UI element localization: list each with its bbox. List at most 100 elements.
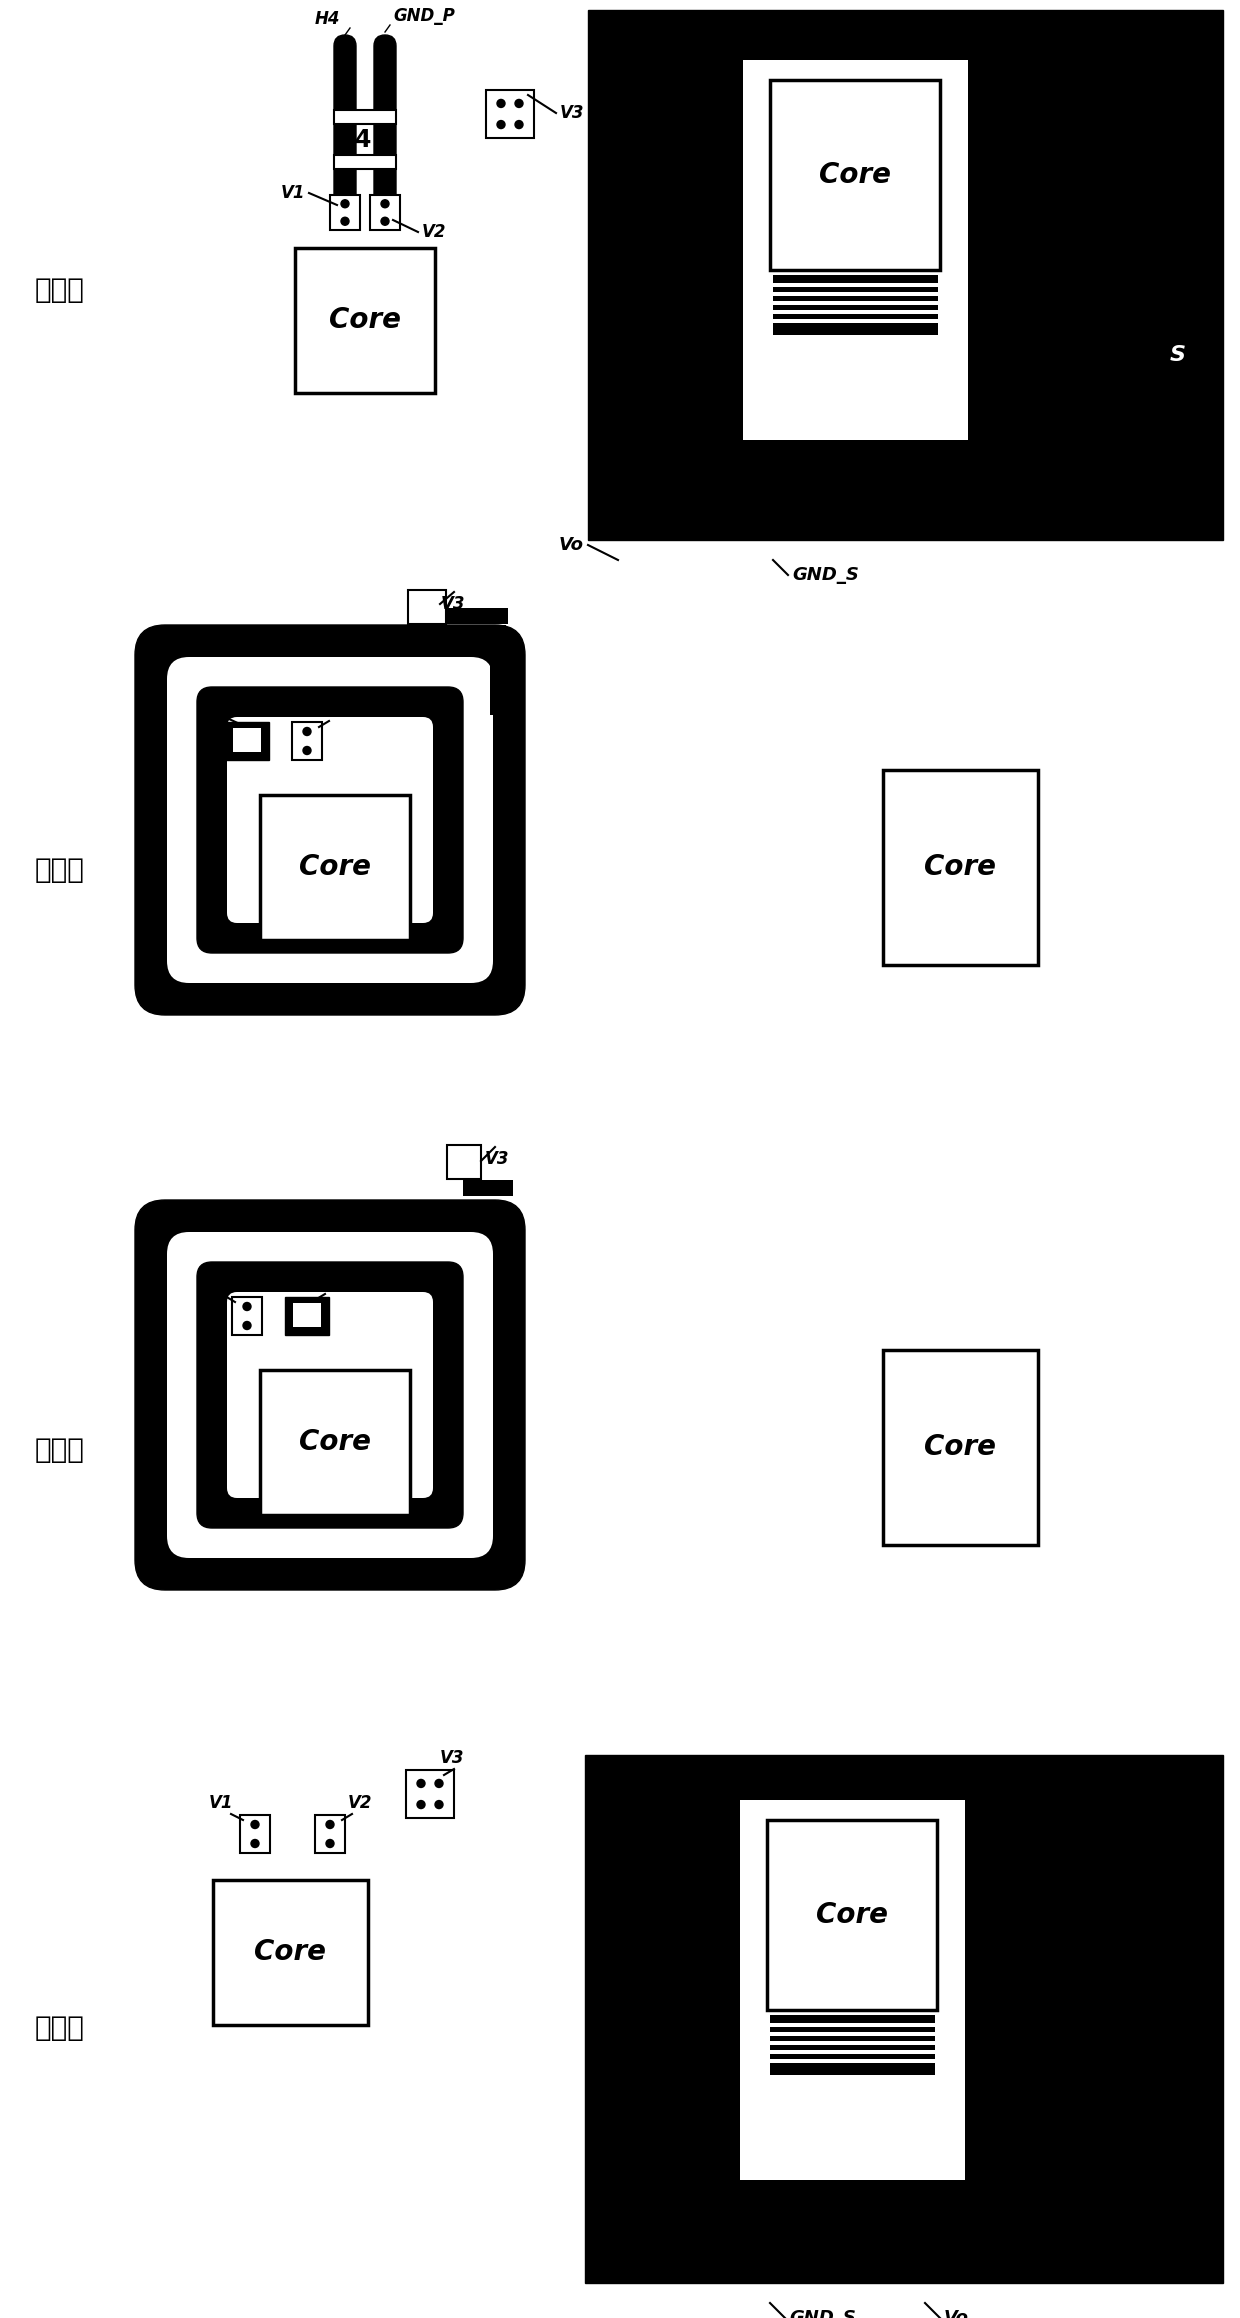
- Bar: [295, 248, 435, 394]
- Circle shape: [381, 199, 389, 209]
- Circle shape: [326, 1840, 334, 1847]
- Circle shape: [497, 121, 505, 127]
- FancyBboxPatch shape: [167, 1231, 494, 1558]
- Bar: [428, 607, 508, 624]
- Bar: [748, 301, 963, 306]
- Text: V1: V1: [205, 1280, 227, 1296]
- FancyBboxPatch shape: [135, 626, 525, 1015]
- Bar: [370, 195, 401, 229]
- Bar: [748, 292, 963, 297]
- Text: Vo: Vo: [559, 535, 584, 554]
- Text: Core: Core: [299, 853, 371, 881]
- Circle shape: [243, 1321, 250, 1331]
- FancyBboxPatch shape: [334, 35, 356, 220]
- Bar: [740, 1801, 965, 2179]
- Bar: [446, 1145, 481, 1180]
- Text: V3: V3: [441, 596, 465, 612]
- Text: Core: Core: [816, 1901, 888, 1929]
- Bar: [748, 283, 963, 287]
- Bar: [745, 2049, 960, 2054]
- Bar: [293, 1303, 321, 1326]
- Text: Vo: Vo: [944, 2309, 968, 2318]
- Circle shape: [341, 199, 348, 209]
- Bar: [743, 60, 968, 440]
- Circle shape: [515, 100, 523, 107]
- Bar: [773, 276, 937, 336]
- Bar: [585, 1755, 1223, 2283]
- Circle shape: [250, 1820, 259, 1829]
- Text: GND_S: GND_S: [792, 566, 859, 584]
- Text: H4: H4: [315, 9, 340, 28]
- Bar: [330, 195, 360, 229]
- FancyBboxPatch shape: [167, 656, 494, 983]
- Circle shape: [303, 728, 311, 735]
- Bar: [490, 626, 506, 714]
- Text: Core: Core: [329, 306, 401, 334]
- Text: V1: V1: [280, 183, 305, 202]
- FancyBboxPatch shape: [197, 1261, 463, 1528]
- Bar: [334, 155, 396, 169]
- Bar: [883, 770, 1038, 964]
- Bar: [260, 1370, 410, 1516]
- Bar: [334, 109, 396, 123]
- Bar: [588, 9, 1223, 540]
- Bar: [768, 1820, 937, 2010]
- FancyBboxPatch shape: [227, 1291, 433, 1497]
- Text: 第一层: 第一层: [35, 276, 84, 304]
- Circle shape: [417, 1801, 425, 1808]
- Bar: [241, 1815, 270, 1852]
- FancyBboxPatch shape: [227, 716, 433, 923]
- Text: Core: Core: [924, 853, 996, 881]
- Circle shape: [417, 1780, 425, 1787]
- Bar: [745, 2024, 960, 2026]
- Circle shape: [243, 1303, 250, 1310]
- Bar: [408, 591, 446, 624]
- FancyBboxPatch shape: [374, 35, 396, 220]
- Bar: [770, 81, 940, 269]
- Text: 4: 4: [355, 127, 371, 153]
- Bar: [745, 2033, 960, 2035]
- Text: V1: V1: [208, 1794, 233, 1813]
- Text: Core: Core: [299, 1428, 371, 1456]
- Text: S: S: [1171, 345, 1185, 364]
- Text: V2: V2: [322, 1280, 345, 1293]
- Bar: [745, 2058, 960, 2063]
- Text: 第四层: 第四层: [35, 2014, 84, 2042]
- Text: V2: V2: [327, 705, 350, 721]
- FancyBboxPatch shape: [135, 1201, 525, 1590]
- Bar: [770, 2014, 935, 2075]
- Text: V2: V2: [422, 223, 446, 241]
- Text: Core: Core: [254, 1938, 326, 1966]
- Text: V2: V2: [348, 1794, 372, 1813]
- Text: GND_S: GND_S: [789, 2309, 856, 2318]
- Circle shape: [250, 1840, 259, 1847]
- Circle shape: [326, 1820, 334, 1829]
- Bar: [291, 721, 322, 760]
- Bar: [405, 1771, 454, 1817]
- Bar: [233, 728, 260, 751]
- Text: V1: V1: [215, 702, 237, 716]
- Circle shape: [497, 100, 505, 107]
- Circle shape: [435, 1801, 443, 1808]
- Text: V3: V3: [560, 104, 584, 123]
- Bar: [315, 1815, 345, 1852]
- Text: V3: V3: [440, 1750, 465, 1766]
- Bar: [285, 1298, 329, 1335]
- Circle shape: [303, 746, 311, 753]
- Text: 第二层: 第二层: [35, 855, 84, 883]
- Text: 第三层: 第三层: [35, 1435, 84, 1465]
- Circle shape: [435, 1780, 443, 1787]
- Bar: [486, 90, 534, 139]
- Text: GND_P: GND_P: [393, 7, 455, 25]
- Bar: [260, 795, 410, 941]
- Bar: [463, 1180, 513, 1196]
- FancyBboxPatch shape: [197, 686, 463, 953]
- Circle shape: [515, 121, 523, 127]
- Circle shape: [381, 218, 389, 225]
- Bar: [748, 311, 963, 313]
- Circle shape: [341, 218, 348, 225]
- Bar: [745, 2042, 960, 2044]
- Text: Core: Core: [924, 1433, 996, 1460]
- Bar: [213, 1880, 368, 2026]
- Bar: [883, 1349, 1038, 1546]
